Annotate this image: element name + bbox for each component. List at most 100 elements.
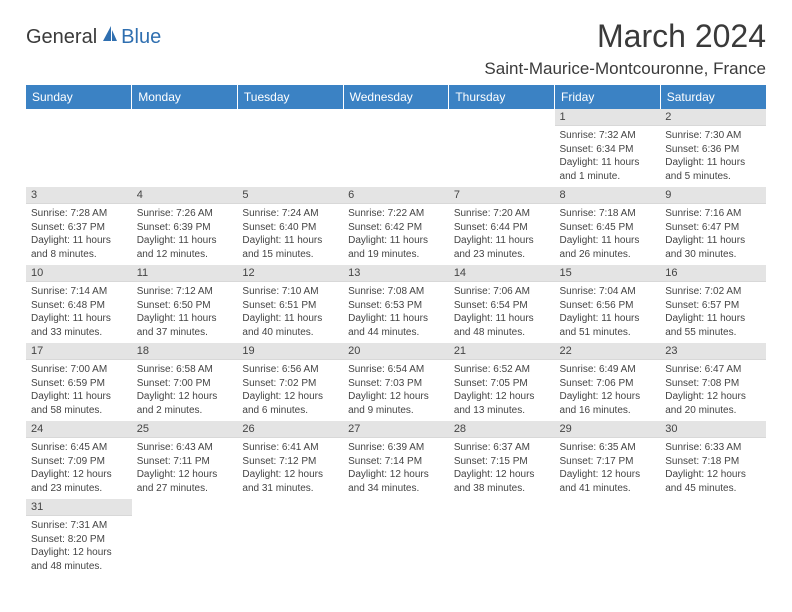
daylight2-line: and 30 minutes.: [665, 248, 761, 262]
day-number: 13: [343, 265, 449, 282]
calendar-cell: [449, 109, 555, 187]
month-title: March 2024: [484, 18, 766, 55]
sunrise-line: Sunrise: 7:30 AM: [665, 129, 761, 143]
sunset-line: Sunset: 6:34 PM: [560, 143, 656, 157]
calendar-cell: 17Sunrise: 7:00 AMSunset: 6:59 PMDayligh…: [26, 343, 132, 421]
logo-text-2: Blue: [121, 26, 161, 49]
day-number: 21: [449, 343, 555, 360]
day-body: Sunrise: 7:14 AMSunset: 6:48 PMDaylight:…: [26, 282, 132, 342]
daylight2-line: and 58 minutes.: [31, 404, 127, 418]
day-number: 25: [132, 421, 238, 438]
calendar-cell: [237, 499, 343, 577]
sunset-line: Sunset: 7:00 PM: [137, 377, 233, 391]
day-body: Sunrise: 6:54 AMSunset: 7:03 PMDaylight:…: [343, 360, 449, 420]
day-number: 7: [449, 187, 555, 204]
weekday-header: Saturday: [660, 85, 766, 109]
calendar-cell: 29Sunrise: 6:35 AMSunset: 7:17 PMDayligh…: [555, 421, 661, 499]
day-number: 30: [660, 421, 766, 438]
calendar-cell: 28Sunrise: 6:37 AMSunset: 7:15 PMDayligh…: [449, 421, 555, 499]
day-number: 24: [26, 421, 132, 438]
calendar-cell: 3Sunrise: 7:28 AMSunset: 6:37 PMDaylight…: [26, 187, 132, 265]
sunset-line: Sunset: 7:02 PM: [242, 377, 338, 391]
sunrise-line: Sunrise: 6:47 AM: [665, 363, 761, 377]
calendar-cell: [343, 109, 449, 187]
day-body: Sunrise: 7:20 AMSunset: 6:44 PMDaylight:…: [449, 204, 555, 264]
sunrise-line: Sunrise: 7:12 AM: [137, 285, 233, 299]
sunset-line: Sunset: 7:06 PM: [560, 377, 656, 391]
sunset-line: Sunset: 8:20 PM: [31, 533, 127, 547]
sunset-line: Sunset: 6:36 PM: [665, 143, 761, 157]
daylight2-line: and 27 minutes.: [137, 482, 233, 496]
day-body: Sunrise: 7:26 AMSunset: 6:39 PMDaylight:…: [132, 204, 238, 264]
day-number: 20: [343, 343, 449, 360]
daylight1-line: Daylight: 12 hours: [454, 468, 550, 482]
day-number: 14: [449, 265, 555, 282]
calendar-row: 17Sunrise: 7:00 AMSunset: 6:59 PMDayligh…: [26, 343, 766, 421]
daylight2-line: and 12 minutes.: [137, 248, 233, 262]
calendar-cell: [132, 109, 238, 187]
daylight1-line: Daylight: 12 hours: [560, 390, 656, 404]
daylight2-line: and 2 minutes.: [137, 404, 233, 418]
calendar-row: 3Sunrise: 7:28 AMSunset: 6:37 PMDaylight…: [26, 187, 766, 265]
daylight1-line: Daylight: 12 hours: [454, 390, 550, 404]
daylight1-line: Daylight: 11 hours: [454, 312, 550, 326]
calendar-cell: [132, 499, 238, 577]
sunrise-line: Sunrise: 7:00 AM: [31, 363, 127, 377]
daylight2-line: and 48 minutes.: [31, 560, 127, 574]
day-number: 31: [26, 499, 132, 516]
calendar-cell: 22Sunrise: 6:49 AMSunset: 7:06 PMDayligh…: [555, 343, 661, 421]
calendar-cell: 21Sunrise: 6:52 AMSunset: 7:05 PMDayligh…: [449, 343, 555, 421]
day-body: Sunrise: 7:30 AMSunset: 6:36 PMDaylight:…: [660, 126, 766, 186]
sunset-line: Sunset: 7:09 PM: [31, 455, 127, 469]
day-number: 4: [132, 187, 238, 204]
daylight2-line: and 38 minutes.: [454, 482, 550, 496]
sunrise-line: Sunrise: 6:41 AM: [242, 441, 338, 455]
sunrise-line: Sunrise: 7:20 AM: [454, 207, 550, 221]
calendar-cell: 1Sunrise: 7:32 AMSunset: 6:34 PMDaylight…: [555, 109, 661, 187]
calendar-cell: 8Sunrise: 7:18 AMSunset: 6:45 PMDaylight…: [555, 187, 661, 265]
day-body: Sunrise: 6:56 AMSunset: 7:02 PMDaylight:…: [237, 360, 343, 420]
daylight1-line: Daylight: 11 hours: [454, 234, 550, 248]
daylight2-line: and 34 minutes.: [348, 482, 444, 496]
day-body: Sunrise: 7:24 AMSunset: 6:40 PMDaylight:…: [237, 204, 343, 264]
sunrise-line: Sunrise: 7:31 AM: [31, 519, 127, 533]
sunrise-line: Sunrise: 6:35 AM: [560, 441, 656, 455]
sunset-line: Sunset: 7:18 PM: [665, 455, 761, 469]
calendar-cell: 25Sunrise: 6:43 AMSunset: 7:11 PMDayligh…: [132, 421, 238, 499]
daylight2-line: and 23 minutes.: [31, 482, 127, 496]
calendar-row: 10Sunrise: 7:14 AMSunset: 6:48 PMDayligh…: [26, 265, 766, 343]
logo: General Blue: [26, 18, 161, 50]
daylight2-line: and 44 minutes.: [348, 326, 444, 340]
day-number: 9: [660, 187, 766, 204]
sunrise-line: Sunrise: 7:04 AM: [560, 285, 656, 299]
sunrise-line: Sunrise: 7:02 AM: [665, 285, 761, 299]
calendar-cell: 15Sunrise: 7:04 AMSunset: 6:56 PMDayligh…: [555, 265, 661, 343]
title-block: March 2024 Saint-Maurice-Montcouronne, F…: [484, 18, 766, 79]
sunset-line: Sunset: 7:05 PM: [454, 377, 550, 391]
daylight2-line: and 31 minutes.: [242, 482, 338, 496]
header: General Blue March 2024 Saint-Maurice-Mo…: [26, 18, 766, 79]
sunrise-line: Sunrise: 6:45 AM: [31, 441, 127, 455]
calendar-cell: [237, 109, 343, 187]
sunset-line: Sunset: 6:59 PM: [31, 377, 127, 391]
day-number: 2: [660, 109, 766, 126]
daylight2-line: and 15 minutes.: [242, 248, 338, 262]
calendar-cell: 7Sunrise: 7:20 AMSunset: 6:44 PMDaylight…: [449, 187, 555, 265]
daylight1-line: Daylight: 11 hours: [348, 234, 444, 248]
calendar-cell: 31 Sunrise: 7:31 AMSunset: 8:20 PMDayligh…: [26, 499, 132, 577]
daylight1-line: Daylight: 12 hours: [242, 468, 338, 482]
daylight1-line: Daylight: 12 hours: [348, 468, 444, 482]
daylight1-line: Daylight: 12 hours: [31, 546, 127, 560]
sunset-line: Sunset: 6:51 PM: [242, 299, 338, 313]
calendar-cell: 27Sunrise: 6:39 AMSunset: 7:14 PMDayligh…: [343, 421, 449, 499]
daylight2-line: and 16 minutes.: [560, 404, 656, 418]
calendar-row: 24 Sunrise: 6:45 AMSunset: 7:09 PM Dayligh…: [26, 421, 766, 499]
sunset-line: Sunset: 6:44 PM: [454, 221, 550, 235]
sunrise-line: Sunrise: 7:06 AM: [454, 285, 550, 299]
sunset-line: Sunset: 6:48 PM: [31, 299, 127, 313]
daylight1-line: Daylight: 11 hours: [31, 390, 127, 404]
calendar-cell: 26Sunrise: 6:41 AMSunset: 7:12 PMDayligh…: [237, 421, 343, 499]
day-number: 26: [237, 421, 343, 438]
calendar-cell: 6Sunrise: 7:22 AMSunset: 6:42 PMDaylight…: [343, 187, 449, 265]
daylight1-line: Daylight: 11 hours: [31, 234, 127, 248]
